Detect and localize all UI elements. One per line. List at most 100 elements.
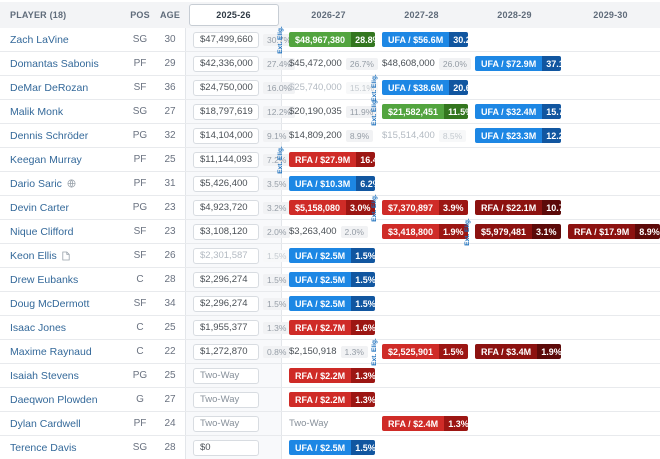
table-row: DeMar DeRozan SF 36 $24,750,000 16.0% $25,740…	[0, 74, 660, 101]
player-link[interactable]: Terence Davis	[10, 441, 77, 454]
contract-icon	[62, 251, 70, 261]
table-row: Isaiah Stevens PG 25 Two-Way RFA / $2.2M 1.3%	[0, 364, 660, 388]
column-header-2029-30[interactable]: 2029-30	[561, 2, 660, 28]
contract-cell	[375, 316, 468, 339]
contract-cell	[561, 268, 660, 291]
contract-cell	[375, 388, 468, 411]
contract-chip: $2,525,901 1.5%	[382, 344, 468, 359]
player-cell: Daeqwon Plowden	[0, 388, 125, 411]
player-link[interactable]: Domantas Sabonis	[10, 57, 99, 70]
contract-cell	[561, 388, 660, 411]
chip-percentage: 1.3%	[444, 416, 468, 431]
player-link[interactable]: Daeqwon Plowden	[10, 393, 98, 406]
player-link[interactable]: Zach LaVine	[10, 33, 69, 46]
player-link[interactable]: Drew Eubanks	[10, 273, 79, 286]
salary-value-box: $1,272,870	[193, 343, 259, 360]
contract-cell	[468, 172, 561, 195]
contract-cell: $7,370,897 3.9%	[375, 196, 468, 219]
contract-cell	[468, 28, 561, 51]
chip-percentage: 3.0%	[346, 200, 375, 215]
globe-icon	[67, 179, 76, 188]
player-link[interactable]: Dennis Schröder	[10, 129, 89, 142]
contract-cell	[561, 100, 660, 123]
player-link[interactable]: Maxime Raynaud	[10, 345, 92, 358]
column-header-pos[interactable]: POS	[125, 2, 155, 28]
contract-cell	[375, 292, 468, 315]
chip-value: $7,370,897	[382, 200, 440, 215]
cap-percentage: 27.4%	[263, 57, 296, 70]
contract-cell: $5,158,080 3.0% Ext. Elig.	[282, 194, 378, 221]
position-cell: SG	[132, 106, 148, 117]
chip-percentage: 1.5%	[351, 296, 375, 311]
chip-percentage: 1.5%	[439, 344, 468, 359]
contract-cell: $25,740,000 15.1% Ext. Elig.	[282, 74, 378, 101]
salary-value-box: $42,336,000	[193, 55, 259, 72]
player-link[interactable]: Malik Monk	[10, 105, 64, 118]
contract-cell	[375, 268, 468, 291]
player-link[interactable]: Nique Clifford	[10, 225, 74, 238]
contract-cell: UFA / $10.3M6.2%	[282, 172, 375, 195]
player-cell: Maxime Raynaud	[0, 340, 125, 363]
salary-value: $14,809,200	[289, 130, 342, 141]
chip-percentage: 1.5%	[351, 248, 375, 263]
salary-value-box: $4,923,720	[193, 199, 259, 216]
player-link[interactable]: Keegan Murray	[10, 153, 82, 166]
contract-cell	[375, 172, 468, 195]
column-header-age[interactable]: AGE	[155, 2, 185, 28]
age-cell: 25	[164, 154, 176, 165]
salary-value-box: $5,426,400	[193, 175, 259, 192]
player-link[interactable]: Keon Ellis	[10, 249, 57, 262]
player-cell: Zach LaVine	[0, 28, 125, 51]
contract-cell: $2,301,587 1.5%	[185, 244, 291, 267]
salary-value-box: $0	[193, 439, 259, 456]
position-cell: SF	[133, 226, 147, 237]
age-cell: 30	[164, 34, 176, 45]
column-header-label: 2027-28	[404, 10, 439, 20]
player-link[interactable]: Dylan Cardwell	[10, 417, 81, 430]
extension-eligible-label: Ext. Elig.	[464, 217, 471, 246]
chip-value: UFA / $72.9M	[475, 56, 543, 71]
chip-value: RFA / $2.7M	[289, 320, 352, 335]
age-cell: 23	[164, 226, 176, 237]
chip-percentage: 10.7%	[542, 200, 561, 215]
player-link[interactable]: DeMar DeRozan	[10, 81, 89, 94]
column-header-2027-28[interactable]: 2027-28	[375, 2, 468, 28]
player-link[interactable]: Dario Saric	[10, 177, 62, 190]
contract-chip: UFA / $2.5M 1.5%	[289, 248, 375, 263]
table-row: Devin Carter PG 23 $4,923,720 3.2% $5,158,080…	[0, 194, 660, 221]
position-cell: PF	[133, 154, 147, 165]
player-link[interactable]: Isaiah Stevens	[10, 369, 79, 382]
chip-value: RFA / $2.2M	[289, 392, 352, 407]
column-header-2028-29[interactable]: 2028-29	[468, 2, 561, 28]
contract-cell	[375, 364, 468, 387]
column-header-player[interactable]: PLAYER (18)	[0, 2, 125, 28]
column-header-label: POS	[130, 10, 150, 20]
chip-percentage: 1.5%	[351, 440, 375, 455]
player-link[interactable]: Isaac Jones	[10, 321, 67, 334]
column-header-label: AGE	[159, 10, 181, 20]
cap-percentage: 7.2%	[263, 153, 291, 166]
salary-value-box: $1,955,377	[193, 319, 259, 336]
player-link[interactable]: Devin Carter	[10, 201, 69, 214]
column-header-2026-27[interactable]: 2026-27	[282, 2, 375, 28]
player-cell: Keon Ellis	[0, 244, 125, 267]
chip-percentage: 8.9%	[635, 224, 660, 239]
contract-cell	[468, 292, 561, 315]
contract-cell: UFA / $2.5M 1.5%	[282, 292, 375, 315]
column-header-2025-26[interactable]: 2025-26	[185, 2, 282, 28]
chip-value: UFA / $2.5M	[289, 272, 352, 287]
position-cell: PG	[132, 202, 148, 213]
chip-percentage: 11.5%	[444, 104, 468, 119]
cap-percentage: 26.0%	[438, 57, 471, 70]
cap-percentage: 0.8%	[263, 345, 291, 358]
chip-value: UFA / $2.5M	[289, 248, 352, 263]
player-link[interactable]: Doug McDermott	[10, 297, 90, 310]
